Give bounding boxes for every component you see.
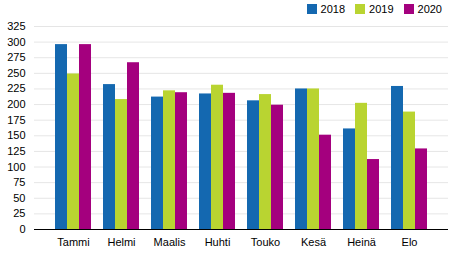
svg-text:325: 325: [7, 20, 25, 32]
svg-text:Helmi: Helmi: [107, 236, 135, 248]
svg-text:Touko: Touko: [251, 236, 280, 248]
svg-text:225: 225: [7, 82, 25, 94]
svg-text:Maalis: Maalis: [154, 236, 186, 248]
svg-text:150: 150: [7, 129, 25, 141]
svg-text:25: 25: [13, 207, 25, 219]
svg-text:75: 75: [13, 176, 25, 188]
svg-text:300: 300: [7, 36, 25, 48]
svg-text:0: 0: [19, 223, 25, 235]
svg-text:175: 175: [7, 114, 25, 126]
svg-text:Heinä: Heinä: [347, 236, 377, 248]
html-text:2020: 2020: [417, 3, 442, 15]
html-text:2019: 2019: [369, 3, 394, 15]
html-text:2018: 2018: [320, 3, 345, 15]
svg-text:250: 250: [7, 67, 25, 79]
svg-text:200: 200: [7, 98, 25, 110]
svg-text:100: 100: [7, 161, 25, 173]
svg-text:275: 275: [7, 51, 25, 63]
svg-text:Huhti: Huhti: [205, 236, 231, 248]
svg-text:Elo: Elo: [402, 236, 418, 248]
svg-text:Tammi: Tammi: [57, 236, 89, 248]
svg-text:125: 125: [7, 145, 25, 157]
svg-text:Kesä: Kesä: [301, 236, 327, 248]
svg-text:50: 50: [13, 192, 25, 204]
